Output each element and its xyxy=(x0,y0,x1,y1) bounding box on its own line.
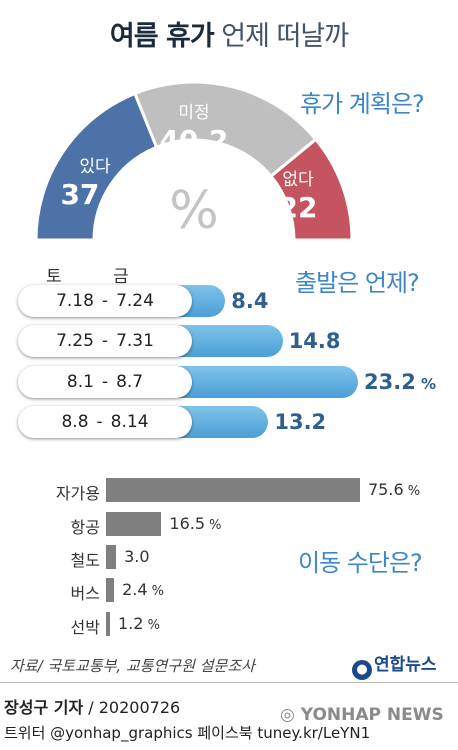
donut-label-yes: 있다 xyxy=(79,157,111,177)
donut-segment-no xyxy=(268,137,354,242)
brand-logo: ● 연합뉴스 xyxy=(352,650,437,680)
departure-value: 14.8 xyxy=(288,329,341,353)
transport-label: 철도 xyxy=(70,551,100,570)
period-end: 7.31 xyxy=(116,331,154,351)
period-dash: - xyxy=(96,412,103,432)
departure-period: 8.8-8.14 xyxy=(18,406,192,438)
transport-value: 3.0 xyxy=(124,547,150,566)
social-links: 트위터 @yonhap_graphics 페이스북 tuney.kr/LeYN1 xyxy=(4,724,371,742)
watermark-text: YONHAP NEWS xyxy=(300,705,444,725)
header-friday: 금 xyxy=(113,267,129,287)
brand-name: 연합뉴스 xyxy=(374,655,437,675)
period-end: 8.14 xyxy=(110,412,149,432)
donut-label-undecided: 미정 xyxy=(178,103,209,123)
departure-period: 7.18-7.24 xyxy=(18,285,192,317)
header-saturday: 토 xyxy=(46,267,62,287)
transport-label: 자가용 xyxy=(55,484,100,503)
transport-bar xyxy=(106,612,111,636)
watermark: ◎ YONHAP NEWS xyxy=(280,705,444,725)
donut-value-yes: 37.8 xyxy=(60,178,129,211)
transport-label: 항공 xyxy=(70,518,100,537)
departure-period: 7.25-7.31 xyxy=(18,325,192,357)
donut-value-no: 22 xyxy=(279,191,318,224)
transport-bar xyxy=(106,545,117,569)
period-start: 7.18 xyxy=(56,291,94,311)
donut-value-undecided: 40.2 xyxy=(159,124,228,157)
period-end: 8.7 xyxy=(116,372,144,392)
footer-divider xyxy=(0,682,458,683)
transport-bar xyxy=(106,578,115,602)
departure-value: 23.2 % xyxy=(364,370,437,394)
transport-label: 선박 xyxy=(70,618,100,637)
publish-date: / 20200726 xyxy=(88,698,181,717)
departure-value: 13.2 xyxy=(274,410,327,434)
plan-question: 휴가 계획은? xyxy=(300,90,425,118)
title-light: 언제 떠날까 xyxy=(221,21,349,52)
period-end: 7.24 xyxy=(116,291,154,311)
period-start: 7.25 xyxy=(56,331,94,351)
yonhap-logo-icon: ● xyxy=(352,660,372,680)
transport-label: 버스 xyxy=(70,584,100,603)
transport-bar xyxy=(106,478,360,502)
transport-unit: % xyxy=(147,584,165,599)
period-start: 8.8 xyxy=(61,412,89,432)
period-dash: - xyxy=(101,331,109,351)
transport-bar xyxy=(106,512,162,536)
period-start: 8.1 xyxy=(66,372,94,392)
page-title: 여름 휴가 언제 떠날까 xyxy=(0,14,458,53)
departure-question: 출발은 언제? xyxy=(295,269,420,297)
period-dash: - xyxy=(101,291,109,311)
donut-unit: % xyxy=(169,181,218,241)
source-note: 자료/ 국토교통부, 교통연구원 설문조사 xyxy=(10,657,255,675)
departure-value: 8.4 xyxy=(231,289,269,313)
departure-unit: % xyxy=(415,375,437,393)
transport-value: 2.4 % xyxy=(122,580,165,599)
transport-unit: % xyxy=(143,618,160,633)
title-bold: 여름 휴가 xyxy=(109,21,215,52)
transport-unit: % xyxy=(403,484,421,499)
transport-value: 1.2 % xyxy=(118,614,160,633)
period-dash: - xyxy=(101,372,109,392)
departure-period: 8.1-8.7 xyxy=(18,366,192,398)
credit-line: 장성구 기자 / 20200726 xyxy=(4,694,180,718)
transport-unit: % xyxy=(205,518,222,533)
transport-question: 이동 수단은? xyxy=(298,549,423,577)
donut-label-no: 없다 xyxy=(282,170,314,190)
reporter-name: 장성구 기자 xyxy=(4,698,84,717)
transport-value: 75.6 % xyxy=(368,480,421,499)
transport-value: 16.5 % xyxy=(169,514,222,533)
